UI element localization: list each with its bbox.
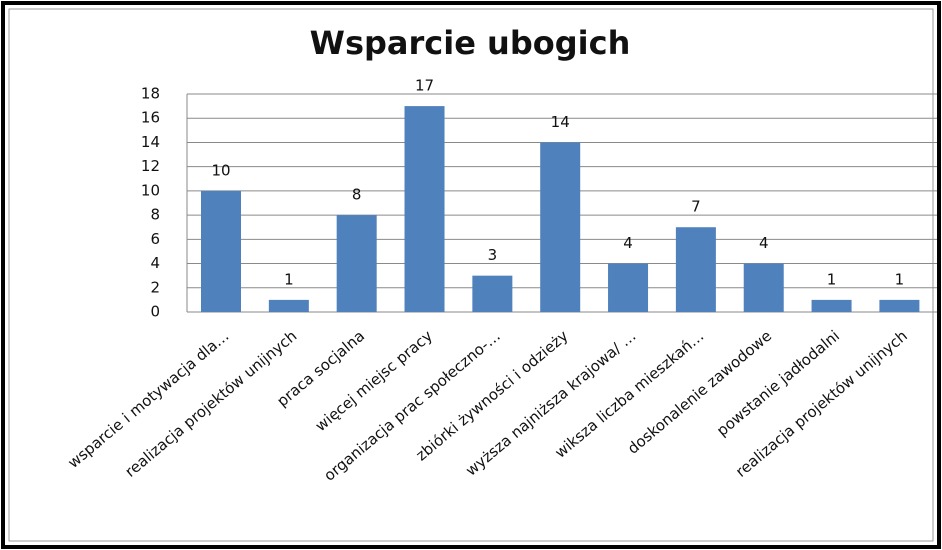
- y-tick-label: 18: [141, 85, 160, 103]
- data-label: 1: [827, 270, 837, 288]
- inner-frame: [8, 8, 934, 542]
- data-label: 4: [623, 234, 633, 252]
- y-tick-label: 12: [141, 157, 160, 175]
- data-label: 8: [352, 186, 362, 204]
- bar: [404, 106, 445, 312]
- chart-title: Wsparcie ubogich: [310, 24, 631, 62]
- y-tick-label: 0: [150, 303, 160, 321]
- y-tick-label: 14: [141, 133, 160, 151]
- y-tick-label: 4: [150, 254, 160, 272]
- data-label: 4: [759, 234, 769, 252]
- data-label: 1: [895, 270, 905, 288]
- y-tick-label: 2: [150, 278, 160, 296]
- y-tick-label: 10: [141, 181, 160, 199]
- data-label: 14: [551, 113, 570, 131]
- bar: [879, 299, 920, 312]
- bar: [743, 263, 784, 312]
- bar: [675, 227, 716, 312]
- bar: [608, 263, 649, 312]
- bar: [201, 190, 241, 312]
- y-tick-label: 16: [141, 109, 160, 127]
- data-label: 7: [691, 198, 701, 216]
- bar: [540, 142, 581, 312]
- data-label: 10: [211, 161, 230, 179]
- bar: [336, 215, 377, 312]
- data-label: 17: [415, 77, 434, 95]
- data-label: 3: [488, 246, 498, 264]
- y-tick-label: 6: [150, 230, 160, 248]
- bar: [811, 299, 852, 312]
- bar: [472, 275, 513, 312]
- y-tick-label: 8: [150, 206, 160, 224]
- bar: [268, 299, 309, 312]
- data-label: 1: [284, 270, 294, 288]
